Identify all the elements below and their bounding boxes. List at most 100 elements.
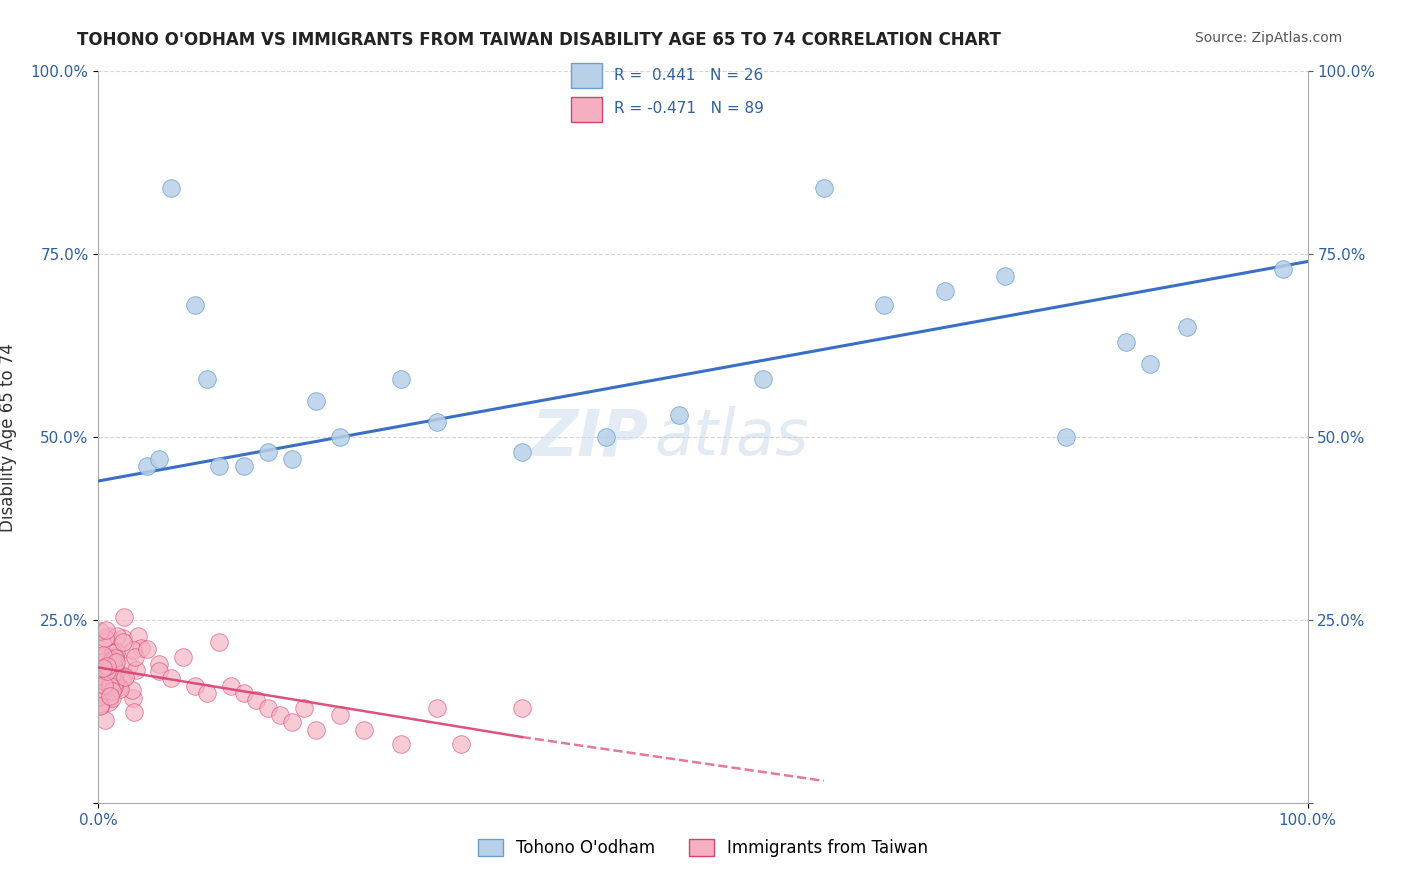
Point bbox=[256, 700, 278, 714]
Point bbox=[104, 651, 127, 665]
Point bbox=[121, 643, 143, 657]
Point bbox=[121, 682, 143, 697]
Point bbox=[103, 675, 125, 690]
Point bbox=[994, 269, 1017, 284]
Text: Source: ZipAtlas.com: Source: ZipAtlas.com bbox=[1195, 31, 1343, 45]
Text: R = -0.471   N = 89: R = -0.471 N = 89 bbox=[614, 102, 763, 116]
Point bbox=[91, 634, 114, 648]
Point bbox=[111, 635, 134, 649]
Point bbox=[112, 670, 135, 684]
Point bbox=[93, 678, 115, 692]
Point bbox=[104, 675, 127, 690]
Point bbox=[305, 723, 328, 737]
Point bbox=[100, 667, 122, 681]
Point bbox=[160, 672, 183, 686]
Point bbox=[595, 430, 617, 444]
Legend: Tohono O'odham, Immigrants from Taiwan: Tohono O'odham, Immigrants from Taiwan bbox=[471, 832, 935, 864]
Point bbox=[98, 675, 121, 690]
Point bbox=[184, 298, 207, 312]
Point bbox=[101, 691, 124, 706]
Point bbox=[105, 629, 128, 643]
Point bbox=[91, 660, 114, 674]
Point bbox=[111, 631, 134, 645]
Point bbox=[104, 648, 127, 663]
Point bbox=[107, 680, 129, 694]
Point bbox=[93, 673, 115, 687]
Point bbox=[124, 649, 146, 664]
Point bbox=[873, 298, 896, 312]
Point bbox=[184, 679, 207, 693]
Point bbox=[752, 371, 775, 385]
Point bbox=[97, 675, 120, 690]
Point bbox=[87, 690, 110, 704]
Point bbox=[104, 676, 127, 690]
Point bbox=[96, 623, 118, 637]
Point bbox=[97, 695, 120, 709]
Text: R =  0.441   N = 26: R = 0.441 N = 26 bbox=[614, 69, 763, 84]
Point bbox=[127, 629, 149, 643]
Point bbox=[292, 700, 315, 714]
Point bbox=[101, 646, 124, 660]
Point bbox=[98, 654, 121, 668]
Point bbox=[94, 632, 117, 646]
Point bbox=[232, 459, 254, 474]
Point bbox=[813, 181, 835, 195]
Point bbox=[329, 430, 352, 444]
FancyBboxPatch shape bbox=[571, 97, 602, 122]
Point bbox=[91, 656, 114, 670]
Point bbox=[389, 737, 412, 751]
Point bbox=[105, 645, 128, 659]
Point bbox=[450, 737, 472, 751]
Point bbox=[256, 444, 278, 458]
Point bbox=[208, 459, 231, 474]
Point bbox=[426, 416, 449, 430]
Point bbox=[96, 658, 118, 673]
Point bbox=[172, 649, 194, 664]
Text: atlas: atlas bbox=[655, 406, 808, 468]
Point bbox=[129, 640, 152, 655]
Point bbox=[329, 708, 352, 723]
Point bbox=[114, 670, 136, 684]
Point bbox=[98, 657, 121, 672]
Point bbox=[96, 658, 118, 673]
Point bbox=[510, 700, 533, 714]
Point bbox=[100, 684, 122, 698]
Point bbox=[389, 371, 412, 385]
Point bbox=[135, 459, 157, 474]
Point bbox=[148, 452, 170, 467]
Point bbox=[103, 660, 125, 674]
Point bbox=[98, 651, 121, 665]
Point bbox=[111, 668, 134, 682]
Point bbox=[125, 663, 148, 677]
Point bbox=[110, 682, 132, 697]
Point bbox=[668, 408, 690, 422]
FancyBboxPatch shape bbox=[571, 62, 602, 87]
Point bbox=[221, 679, 243, 693]
Point bbox=[90, 698, 112, 713]
Point bbox=[103, 665, 125, 679]
Point bbox=[98, 690, 121, 704]
Point bbox=[89, 624, 111, 638]
Point bbox=[195, 686, 218, 700]
Point bbox=[281, 715, 304, 730]
Point bbox=[118, 657, 141, 672]
Point bbox=[91, 685, 114, 699]
Point bbox=[89, 699, 111, 714]
Point bbox=[98, 679, 121, 693]
Point bbox=[93, 714, 115, 728]
Point bbox=[160, 181, 183, 195]
Point bbox=[208, 635, 231, 649]
Point bbox=[135, 642, 157, 657]
Point bbox=[232, 686, 254, 700]
Point bbox=[112, 610, 135, 624]
Point bbox=[353, 723, 375, 737]
Text: ZIP: ZIP bbox=[531, 406, 648, 468]
Point bbox=[96, 650, 118, 665]
Point bbox=[103, 680, 125, 694]
Point bbox=[269, 708, 291, 723]
Point bbox=[122, 705, 145, 719]
Point bbox=[105, 664, 128, 678]
Y-axis label: Disability Age 65 to 74: Disability Age 65 to 74 bbox=[0, 343, 17, 532]
Point bbox=[934, 284, 956, 298]
Point bbox=[195, 371, 218, 385]
